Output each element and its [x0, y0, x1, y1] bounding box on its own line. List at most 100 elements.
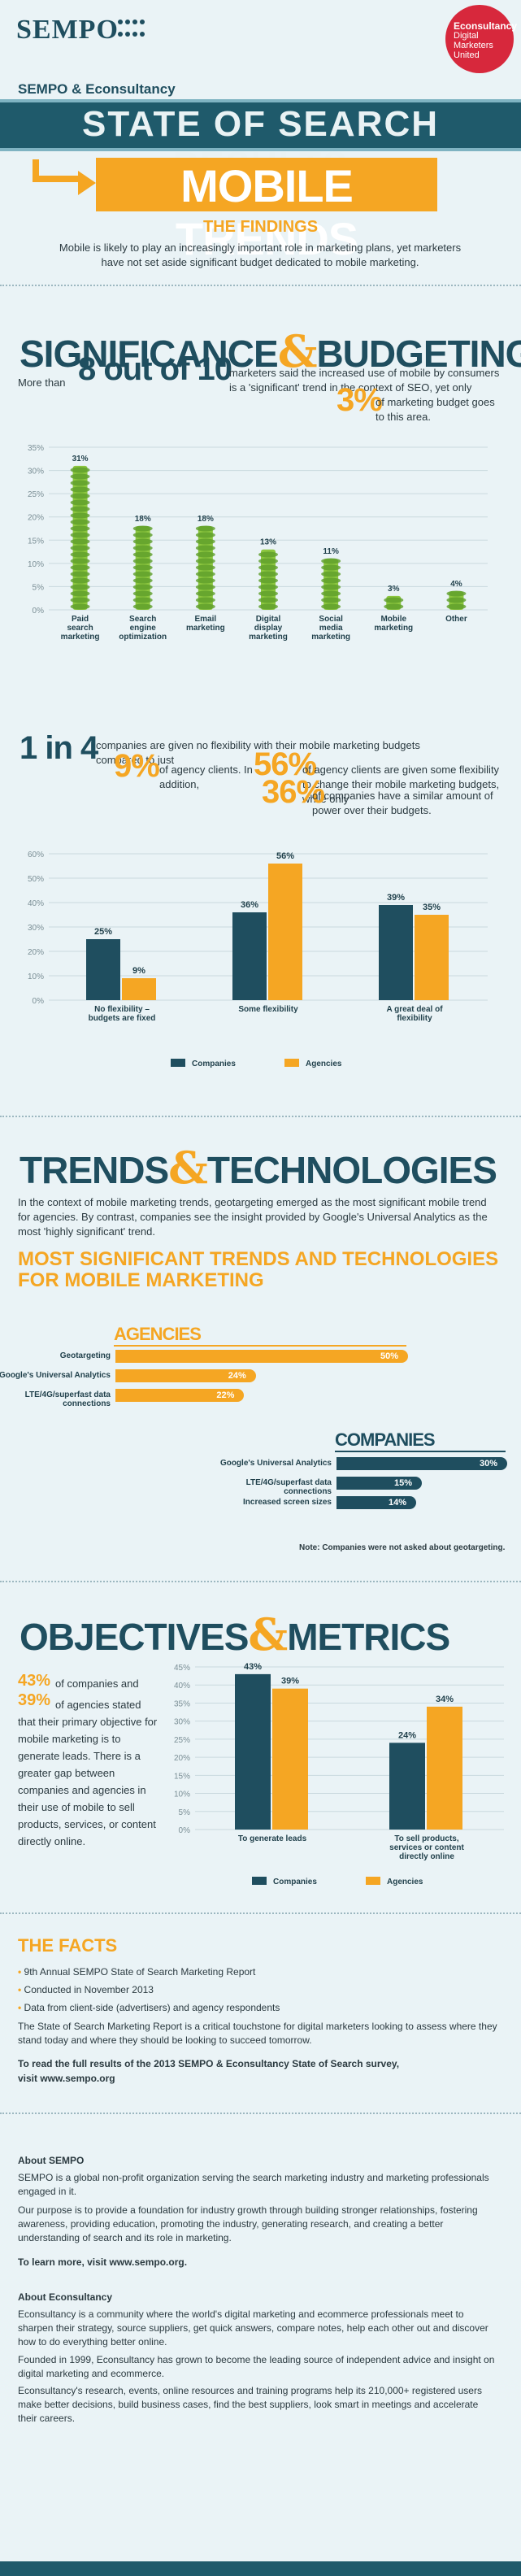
- bar-leaf: [70, 525, 90, 532]
- bar-value: 24%: [228, 1371, 246, 1381]
- bar-leaf: [321, 590, 341, 597]
- bar-leaf: [321, 584, 341, 590]
- data-label: 36%: [241, 900, 258, 910]
- section-title-part-b: METRICS: [287, 1616, 450, 1658]
- about-econsultancy-heading: About Econsultancy: [18, 2291, 113, 2303]
- x-tick-label: Search: [129, 615, 156, 624]
- x-tick-label: To sell products,: [394, 1834, 458, 1843]
- legend-label: Agencies: [387, 1878, 423, 1886]
- stat-8-of-10: 8 out of 10: [78, 351, 232, 387]
- bar-leaf: [258, 571, 278, 577]
- bar-leaf: [70, 486, 90, 493]
- data-label: 43%: [244, 1662, 262, 1672]
- bar: [272, 1688, 308, 1830]
- x-tick-label: marketing: [61, 633, 100, 642]
- bar: [115, 1389, 245, 1402]
- data-label: 34%: [436, 1695, 454, 1704]
- y-tick-label: 30%: [28, 924, 44, 933]
- facts-cta-link[interactable]: visit www.sempo.org: [18, 2073, 115, 2084]
- bar: [336, 1457, 507, 1470]
- about-sempo-heading: About SEMPO: [18, 2155, 85, 2166]
- legend-swatch: [366, 1877, 380, 1885]
- bar-label: LTE/4G/superfast data connections: [24, 1390, 111, 1408]
- flexibility-chart: 0% 10% 20% 30% 40% 50% 60% 25% 9% No flexibility …: [28, 851, 488, 1068]
- byline: SEMPO & Econsultancy: [18, 81, 176, 97]
- footer-band: [0, 2561, 521, 2576]
- bar-leaf: [258, 558, 278, 564]
- y-tick-label: 50%: [28, 875, 44, 884]
- findings-heading: THE FINDINGS: [202, 218, 319, 236]
- bar-leaf: [446, 603, 467, 610]
- flex-text-4: of companies have a similar amount of po…: [312, 790, 493, 816]
- bar-leaf: [132, 525, 153, 532]
- bar-leaf: [132, 577, 153, 584]
- bar-leaf: [132, 558, 153, 564]
- bar-leaf: [70, 532, 90, 538]
- objectives-text-2: of agencies stated that their primary ob…: [18, 1699, 158, 1847]
- x-tick-label: directly online: [399, 1852, 454, 1861]
- data-label: 18%: [135, 515, 151, 524]
- bar-leaf: [70, 545, 90, 551]
- section-title-part-a: OBJECTIVES: [20, 1616, 249, 1658]
- bar: [232, 912, 267, 1000]
- budget-chart: 0%5%10%15%20%25%30%35%31%Paidsearchmarke…: [28, 444, 488, 642]
- legend-label: Agencies: [306, 1060, 342, 1068]
- bar-leaf: [321, 558, 341, 564]
- econsultancy-badge-tagline: Digital Marketers United: [454, 31, 493, 60]
- stat-3-percent: 3%: [336, 382, 383, 418]
- sempo-logo-dots-icon: [118, 20, 147, 41]
- x-tick-label: Email: [195, 615, 217, 624]
- bar-leaf: [70, 564, 90, 571]
- bar: [389, 1743, 425, 1830]
- data-label: 25%: [94, 927, 112, 937]
- bar-leaf: [132, 597, 153, 603]
- x-tick-label: Social: [319, 615, 343, 624]
- y-tick-label: 25%: [28, 490, 44, 499]
- bar-leaf: [70, 584, 90, 590]
- bar-leaf: [195, 525, 215, 532]
- x-tick-label: media: [319, 624, 343, 633]
- companies-rule: [335, 1451, 506, 1452]
- bar-leaf: [258, 577, 278, 584]
- bar-leaf: [195, 571, 215, 577]
- bar-leaf: [132, 551, 153, 558]
- about-sempo-p1: SEMPO is a global non-profit organizatio…: [18, 2172, 489, 2197]
- about-sempo-p2: Our purpose is to provide a foundation f…: [18, 2204, 478, 2243]
- y-tick-label: 25%: [174, 1736, 190, 1745]
- x-tick-label: flexibility: [397, 1014, 432, 1023]
- significance-text-post: of marketing budget goes to this area.: [376, 396, 495, 423]
- section-title-part-a: TRENDS: [20, 1149, 169, 1191]
- y-tick-label: 10%: [174, 1791, 190, 1799]
- significance-text-line1: More than: [18, 376, 343, 390]
- x-tick-label: No flexibility –: [94, 1005, 150, 1014]
- y-tick-label: 5%: [179, 1808, 191, 1817]
- bar-leaf: [446, 597, 467, 603]
- y-tick-label: 20%: [28, 514, 44, 523]
- bar-leaf: [258, 590, 278, 597]
- x-tick-label: budgets are fixed: [89, 1014, 156, 1023]
- x-tick-label: Paid: [72, 615, 89, 624]
- about-econsultancy-p3: Econsultancy's research, events, online …: [18, 2385, 482, 2424]
- bar-leaf: [132, 532, 153, 538]
- bar: [86, 939, 120, 1000]
- subtitle-banner: [96, 158, 437, 211]
- x-tick-label: marketing: [186, 624, 225, 633]
- stat-43-percent: 43%: [18, 1672, 51, 1690]
- bar-leaf: [70, 571, 90, 577]
- section-title-objectives: OBJECTIVES&METRICS: [20, 1608, 450, 1660]
- data-label: 39%: [281, 1677, 299, 1686]
- objectives-text-1: of companies and: [55, 1677, 139, 1690]
- bar-leaf: [195, 584, 215, 590]
- bar-leaf: [195, 551, 215, 558]
- bar-leaf: [132, 584, 153, 590]
- bar-leaf: [132, 538, 153, 545]
- flex-text-1: companies are given no flexibility with …: [96, 739, 420, 766]
- x-tick-label: marketing: [249, 633, 288, 642]
- bar: [268, 864, 302, 1000]
- econsultancy-badge-brand: Econsultancy: [454, 20, 518, 32]
- bar-value: 30%: [480, 1459, 498, 1469]
- about-sempo-link[interactable]: To learn more, visit www.sempo.org.: [18, 2256, 188, 2268]
- y-tick-label: 0%: [33, 607, 45, 616]
- bar-leaf: [258, 564, 278, 571]
- section-title-part-b: BUDGETING: [316, 333, 521, 375]
